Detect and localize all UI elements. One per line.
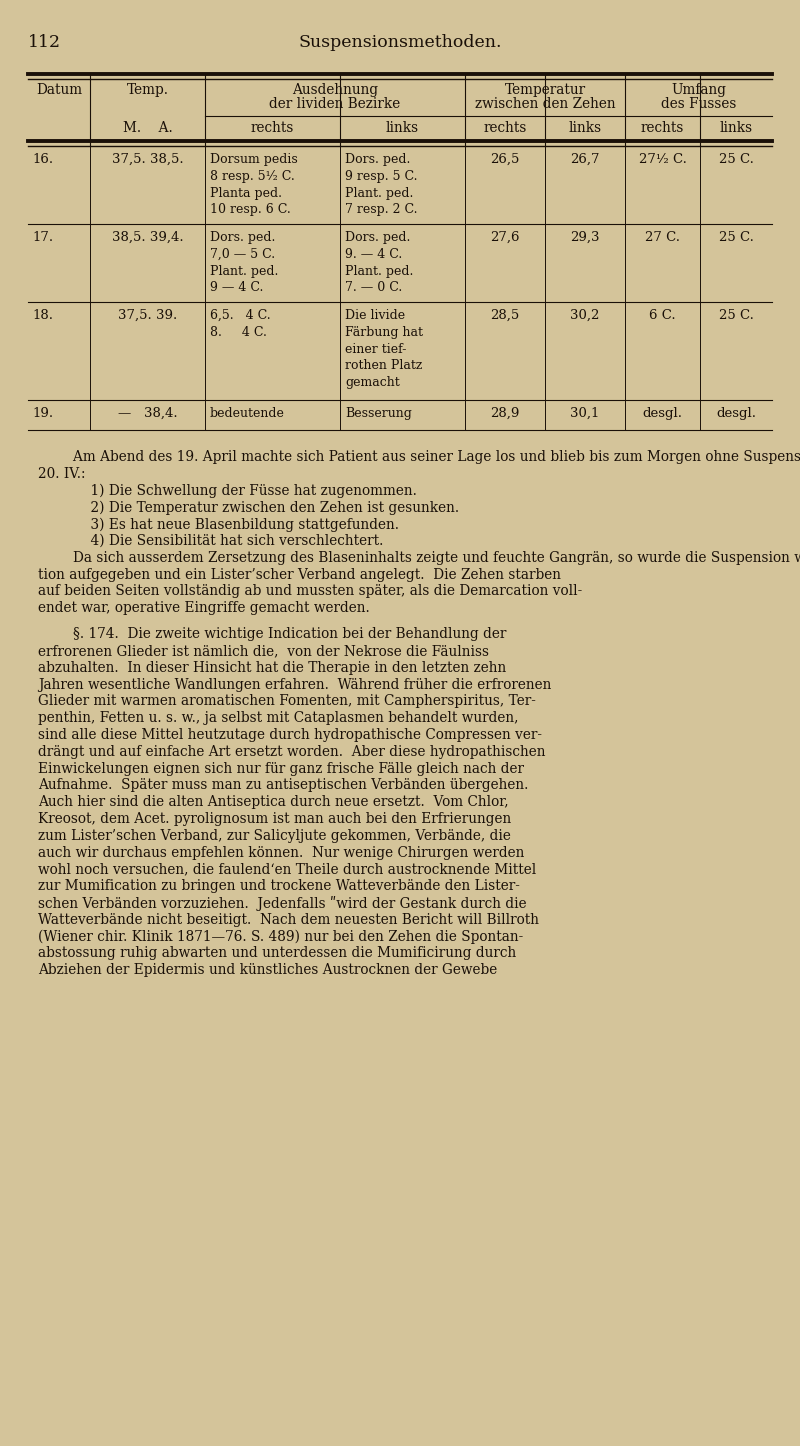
Text: Aufnahme.  Später muss man zu antiseptischen Verbänden übergehen.: Aufnahme. Später muss man zu antiseptisc… <box>38 778 528 792</box>
Text: 4) Die Sensibilität hat sich verschlechtert.: 4) Die Sensibilität hat sich verschlecht… <box>38 534 383 548</box>
Text: wohl noch versuchen, die faulendʻen Theile durch austrocknende Mittel: wohl noch versuchen, die faulendʻen Thei… <box>38 862 536 876</box>
Text: rechts: rechts <box>641 121 684 134</box>
Text: 30,1: 30,1 <box>570 406 600 419</box>
Text: desgl.: desgl. <box>642 406 682 419</box>
Text: Suspensionsmethoden.: Suspensionsmethoden. <box>298 35 502 51</box>
Text: Dorsum pedis
8 resp. 5¹⁄₂ C.
Planta ped.
10 resp. 6 C.: Dorsum pedis 8 resp. 5¹⁄₂ C. Planta ped.… <box>210 153 298 217</box>
Text: Da sich ausserdem Zersetzung des Blaseninhalts zeigte und feuchte Gangrän, so wu: Da sich ausserdem Zersetzung des Blaseni… <box>38 551 800 565</box>
Text: Auch hier sind die alten Antiseptica durch neue ersetzt.  Vom Chlor,: Auch hier sind die alten Antiseptica dur… <box>38 795 509 810</box>
Text: sind alle diese Mittel heutzutage durch hydropathische Compressen ver-: sind alle diese Mittel heutzutage durch … <box>38 727 542 742</box>
Text: §. 174.  Die zweite wichtige Indication bei der Behandlung der: §. 174. Die zweite wichtige Indication b… <box>38 628 506 641</box>
Text: Datum: Datum <box>36 82 82 97</box>
Text: auf beiden Seiten vollständig ab und mussten später, als die Demarcation voll-: auf beiden Seiten vollständig ab und mus… <box>38 584 582 599</box>
Text: 27,6: 27,6 <box>490 231 520 244</box>
Text: Dors. ped.
7,0 — 5 C.
Plant. ped.
9 — 4 C.: Dors. ped. 7,0 — 5 C. Plant. ped. 9 — 4 … <box>210 231 278 295</box>
Text: bedeutende: bedeutende <box>210 406 285 419</box>
Text: 27 C.: 27 C. <box>645 231 680 244</box>
Text: 16.: 16. <box>32 153 53 166</box>
Text: Temperatur: Temperatur <box>505 82 586 97</box>
Text: 25 C.: 25 C. <box>718 309 754 322</box>
Text: Glieder mit warmen aromatischen Fomenten, mit Campherspiritus, Ter-: Glieder mit warmen aromatischen Fomenten… <box>38 694 536 709</box>
Text: Dors. ped.
9. — 4 C.
Plant. ped.
7. — 0 C.: Dors. ped. 9. — 4 C. Plant. ped. 7. — 0 … <box>345 231 414 295</box>
Text: des Fusses: des Fusses <box>661 97 736 111</box>
Text: (Wiener chir. Klinik 1871—76. S. 489) nur bei den Zehen die Spontan-: (Wiener chir. Klinik 1871—76. S. 489) nu… <box>38 930 523 944</box>
Text: links: links <box>386 121 419 134</box>
Text: zwischen den Zehen: zwischen den Zehen <box>474 97 615 111</box>
Text: 27¹⁄₂ C.: 27¹⁄₂ C. <box>638 153 686 166</box>
Text: zum Lister’schen Verband, zur Salicyljute gekommen, Verbände, die: zum Lister’schen Verband, zur Salicyljut… <box>38 829 511 843</box>
Text: schen Verbänden vorzuziehen.  Jedenfalls ʺwird der Gestank durch die: schen Verbänden vorzuziehen. Jedenfalls … <box>38 897 526 911</box>
Text: Einwickelungen eignen sich nur für ganz frische Fälle gleich nach der: Einwickelungen eignen sich nur für ganz … <box>38 762 524 775</box>
Text: Besserung: Besserung <box>345 406 412 419</box>
Text: endet war, operative Eingriffe gemacht werden.: endet war, operative Eingriffe gemacht w… <box>38 602 370 615</box>
Text: Temp.: Temp. <box>126 82 169 97</box>
Text: abstossung ruhig abwarten und unterdessen die Mumificirung durch: abstossung ruhig abwarten und unterdesse… <box>38 947 516 960</box>
Text: —   38,4.: — 38,4. <box>118 406 178 419</box>
Text: 6,5.   4 C.
8.     4 C.: 6,5. 4 C. 8. 4 C. <box>210 309 270 338</box>
Text: Kreosot, dem Acet. pyrolignosum ist man auch bei den Erfrierungen: Kreosot, dem Acet. pyrolignosum ist man … <box>38 813 511 826</box>
Text: 28,9: 28,9 <box>490 406 520 419</box>
Text: 2) Die Temperatur zwischen den Zehen ist gesunken.: 2) Die Temperatur zwischen den Zehen ist… <box>38 500 459 515</box>
Text: links: links <box>719 121 753 134</box>
Text: M.    A.: M. A. <box>122 121 172 134</box>
Text: 38,5. 39,4.: 38,5. 39,4. <box>112 231 183 244</box>
Text: 112: 112 <box>28 35 61 51</box>
Text: penthin, Fetten u. s. w., ja selbst mit Cataplasmen behandelt wurden,: penthin, Fetten u. s. w., ja selbst mit … <box>38 711 518 726</box>
Text: 30,2: 30,2 <box>570 309 600 322</box>
Text: 25 C.: 25 C. <box>718 153 754 166</box>
Text: Watteverbände nicht beseitigt.  Nach dem neuesten Bericht will Billroth: Watteverbände nicht beseitigt. Nach dem … <box>38 912 539 927</box>
Text: 6 C.: 6 C. <box>649 309 676 322</box>
Text: Abziehen der Epidermis und künstliches Austrocknen der Gewebe: Abziehen der Epidermis und künstliches A… <box>38 963 498 977</box>
Text: desgl.: desgl. <box>716 406 756 419</box>
Text: rechts: rechts <box>483 121 526 134</box>
Text: 29,3: 29,3 <box>570 231 600 244</box>
Text: Am Abend des 19. April machte sich Patient aus seiner Lage los und blieb bis zum: Am Abend des 19. April machte sich Patie… <box>38 450 800 464</box>
Text: 37,5. 38,5.: 37,5. 38,5. <box>112 153 183 166</box>
Text: drängt und auf einfache Art ersetzt worden.  Aber diese hydropathischen: drängt und auf einfache Art ersetzt word… <box>38 745 546 759</box>
Text: Ausdehnung: Ausdehnung <box>292 82 378 97</box>
Text: 37,5. 39.: 37,5. 39. <box>118 309 177 322</box>
Text: 3) Es hat neue Blasenbildung stattgefunden.: 3) Es hat neue Blasenbildung stattgefund… <box>38 518 399 532</box>
Text: 19.: 19. <box>32 406 53 419</box>
Text: 20. IV.:: 20. IV.: <box>38 467 86 482</box>
Text: Umfang: Umfang <box>671 82 726 97</box>
Text: zur Mumification zu bringen und trockene Watteverbände den Lister-: zur Mumification zu bringen und trockene… <box>38 879 520 894</box>
Text: abzuhalten.  In dieser Hinsicht hat die Therapie in den letzten zehn: abzuhalten. In dieser Hinsicht hat die T… <box>38 661 506 675</box>
Text: 28,5: 28,5 <box>490 309 520 322</box>
Text: 25 C.: 25 C. <box>718 231 754 244</box>
Text: 26,7: 26,7 <box>570 153 600 166</box>
Text: Dors. ped.
9 resp. 5 C.
Plant. ped.
7 resp. 2 C.: Dors. ped. 9 resp. 5 C. Plant. ped. 7 re… <box>345 153 418 217</box>
Text: links: links <box>569 121 602 134</box>
Text: auch wir durchaus empfehlen können.  Nur wenige Chirurgen werden: auch wir durchaus empfehlen können. Nur … <box>38 846 524 859</box>
Text: rechts: rechts <box>251 121 294 134</box>
Text: 1) Die Schwellung der Füsse hat zugenommen.: 1) Die Schwellung der Füsse hat zugenomm… <box>38 483 417 497</box>
Text: 17.: 17. <box>32 231 53 244</box>
Text: tion aufgegeben und ein Lister’scher Verband angelegt.  Die Zehen starben: tion aufgegeben und ein Lister’scher Ver… <box>38 568 561 581</box>
Text: 26,5: 26,5 <box>490 153 520 166</box>
Text: erfrorenen Glieder ist nämlich die,  von der Nekrose die Fäulniss: erfrorenen Glieder ist nämlich die, von … <box>38 643 489 658</box>
Text: der lividen Bezirke: der lividen Bezirke <box>270 97 401 111</box>
Text: Die livide
Färbung hat
einer tief-
rothen Platz
gemacht: Die livide Färbung hat einer tief- rothe… <box>345 309 423 389</box>
Text: Jahren wesentliche Wandlungen erfahren.  Während früher die erfrorenen: Jahren wesentliche Wandlungen erfahren. … <box>38 678 551 691</box>
Text: 18.: 18. <box>32 309 53 322</box>
